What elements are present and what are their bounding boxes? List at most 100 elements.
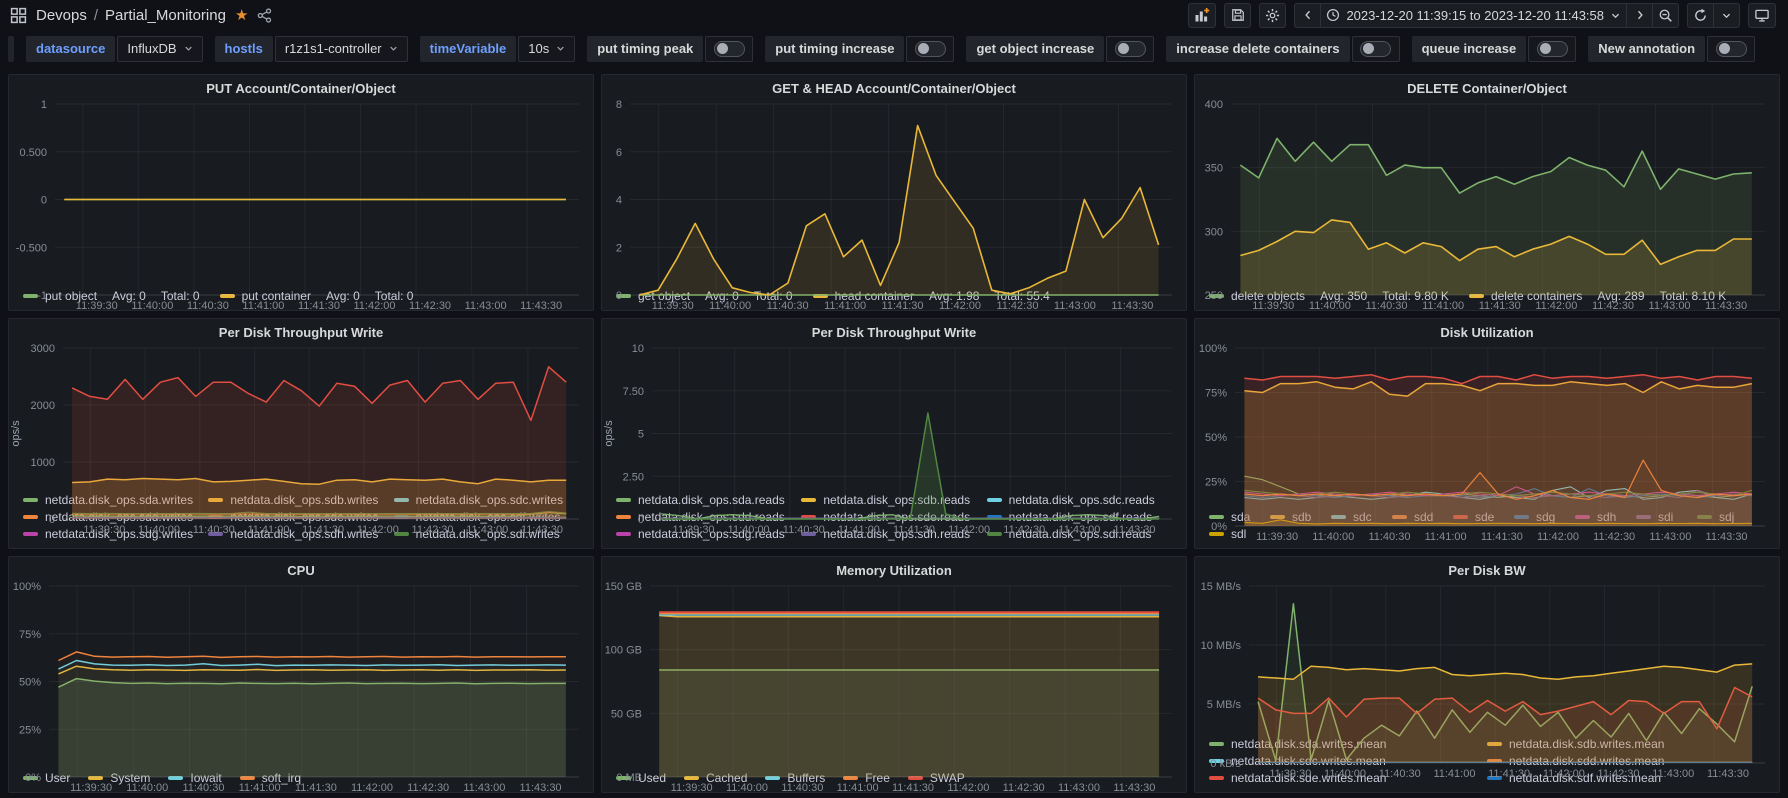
toggle-get-object-increase[interactable] [1106, 36, 1154, 62]
kiosk-mode-button[interactable] [1748, 3, 1776, 28]
y-axis-tick: 300 [1205, 226, 1223, 238]
breadcrumb: Devops / Partial_Monitoring [36, 7, 226, 24]
add-panel-button[interactable] [1188, 3, 1216, 28]
toggle-group-put-timing-increase: put timing increase [765, 36, 954, 62]
refresh-interval-button[interactable] [1713, 3, 1740, 28]
variable-value-dropdown-datasource[interactable]: InfluxDB [117, 36, 202, 62]
toggle-new-annotation[interactable] [1707, 36, 1755, 62]
x-axis-tick: 11:40:30 [767, 300, 809, 312]
y-axis-tick: 15 MB/s [1201, 581, 1242, 593]
panel-title[interactable]: Memory Utilization [602, 557, 1186, 578]
y-axis-tick: 7.50 [623, 386, 644, 398]
chart-area[interactable]: 100%75%50%25%0%11:39:3011:40:0011:40:301… [1195, 340, 1779, 509]
panel-title[interactable]: Per Disk Throughput Write [9, 319, 593, 340]
variable-value-dropdown-timevariable[interactable]: 10s [518, 36, 575, 62]
x-axis-tick: 11:43:00 [463, 782, 505, 794]
x-axis-tick: 11:39:30 [76, 300, 118, 312]
chart-area[interactable]: 300020001000011:39:3011:40:0011:40:3011:… [9, 340, 593, 492]
time-range-picker[interactable]: 2023-12-20 11:39:15 to 2023-12-20 11:43:… [1320, 3, 1627, 28]
share-icon[interactable] [257, 8, 272, 23]
breadcrumb-page[interactable]: Partial_Monitoring [105, 7, 226, 24]
chart-area[interactable]: 8642011:39:3011:40:0011:40:3011:41:0011:… [602, 96, 1186, 288]
panel-disk-utilization-5: Disk Utilization100%75%50%25%0%11:39:301… [1194, 318, 1780, 549]
save-dashboard-button[interactable] [1224, 3, 1251, 28]
y-axis-tick: 10 [632, 343, 644, 355]
y-axis-tick: 50% [19, 677, 41, 689]
time-range-back-button[interactable] [1294, 3, 1321, 28]
variable-label: hostls [215, 36, 273, 62]
panel-per-disk-throughput-write-4: Per Disk Throughput Write107.5052.50011:… [601, 318, 1187, 549]
y-axis-tick: 1000 [31, 457, 55, 469]
time-range-forward-button[interactable] [1626, 3, 1653, 28]
toggle-put-timing-increase[interactable] [906, 36, 954, 62]
toggle-put-timing-peak[interactable] [705, 36, 753, 62]
x-axis-tick: 11:43:30 [520, 782, 562, 794]
variable-datasource: datasourceInfluxDB [26, 36, 203, 62]
x-axis-tick: 11:42:30 [1003, 782, 1045, 794]
breadcrumb-dashboard[interactable]: Devops [36, 7, 87, 24]
time-range-label: 2023-12-20 11:39:15 to 2023-12-20 11:43:… [1346, 8, 1604, 23]
toggle-group-put-timing-peak: put timing peak [587, 36, 753, 62]
favorite-star-icon[interactable]: ★ [235, 8, 248, 23]
toggle-track [1716, 41, 1747, 57]
settings-gear-icon [1265, 8, 1280, 23]
kiosk-monitor-icon [1754, 8, 1770, 23]
x-axis-tick: 11:41:30 [1479, 300, 1521, 312]
toggle-increase-delete-containers[interactable] [1352, 36, 1400, 62]
zoom-out-button[interactable] [1652, 3, 1679, 28]
x-axis-tick: 11:43:00 [1058, 782, 1100, 794]
y-axis-tick: 150 GB [605, 581, 642, 593]
toggle-track [1360, 41, 1391, 57]
x-axis-tick: 11:42:00 [1537, 531, 1579, 543]
y-axis-tick: 25% [19, 724, 41, 736]
chart-area[interactable]: 150 GB100 GB50 GB0 MB11:39:3011:40:0011:… [602, 578, 1186, 770]
panel-title[interactable]: GET & HEAD Account/Container/Object [602, 75, 1186, 96]
x-axis-tick: 11:42:30 [1593, 531, 1635, 543]
x-axis-tick: 11:40:00 [1312, 531, 1354, 543]
y-axis-tick: 2000 [31, 400, 55, 412]
toggle-track [1537, 41, 1568, 57]
y-axis-tick: 4 [616, 195, 622, 207]
y-axis-tick: 100% [13, 581, 41, 593]
variable-value-dropdown-hostls[interactable]: r1z1s1-controller [275, 36, 408, 62]
x-axis-tick: 11:43:30 [1111, 300, 1153, 312]
apps-grid-icon[interactable] [10, 7, 27, 24]
x-axis-tick: 11:40:00 [726, 782, 768, 794]
toggle-label: queue increase [1412, 36, 1527, 62]
x-axis-tick: 11:41:00 [1422, 300, 1464, 312]
chart-svg: 107.5052.50011:39:3011:40:0011:40:3011:4… [602, 340, 1186, 537]
x-axis-tick: 11:42:30 [409, 300, 451, 312]
x-axis-tick: 11:42:30 [1598, 768, 1640, 780]
toggle-queue-increase[interactable] [1528, 36, 1576, 62]
x-axis-tick: 11:39:30 [652, 300, 694, 312]
panel-title[interactable]: Per Disk BW [1195, 557, 1779, 578]
panel-title[interactable]: Disk Utilization [1195, 319, 1779, 340]
y-axis-tick: 400 [1205, 99, 1223, 111]
y-axis-tick: 250 [1205, 290, 1223, 302]
dashboard-settings-button[interactable] [1259, 3, 1286, 28]
y-axis-unit-label: ops/s [603, 420, 615, 447]
x-axis-tick: 11:41:00 [242, 300, 284, 312]
toggle-label: increase delete containers [1166, 36, 1349, 62]
x-axis-tick: 11:43:30 [520, 300, 562, 312]
x-axis-tick: 11:43:30 [1706, 531, 1748, 543]
panel-title[interactable]: Per Disk Throughput Write [602, 319, 1186, 340]
chart-area[interactable]: 15 MB/s10 MB/s5 MB/s0 kB/s11:39:3011:40:… [1195, 578, 1779, 736]
panel-title[interactable]: CPU [9, 557, 593, 578]
x-axis-tick: 11:39:30 [1269, 768, 1311, 780]
chart-area[interactable]: 100%75%50%25%0%11:39:3011:40:0011:40:301… [9, 578, 593, 770]
chart-area[interactable]: 107.5052.50011:39:3011:40:0011:40:3011:4… [602, 340, 1186, 492]
x-axis-tick: 11:39:30 [83, 524, 125, 536]
y-axis-tick: 5 [638, 429, 644, 441]
y-axis-tick: 0 kB/s [1210, 758, 1241, 770]
refresh-button[interactable] [1687, 3, 1714, 28]
panel-title[interactable]: PUT Account/Container/Object [9, 75, 593, 96]
chart-area[interactable]: 40035030025011:39:3011:40:0011:40:3011:4… [1195, 96, 1779, 288]
panel-title[interactable]: DELETE Container/Object [1195, 75, 1779, 96]
chart-area[interactable]: 10.5000-0.500-111:39:3011:40:0011:40:301… [9, 96, 593, 288]
x-axis-tick: 11:43:00 [1649, 531, 1691, 543]
toggle-track [1115, 41, 1146, 57]
chevron-down-icon [389, 44, 398, 53]
x-axis-tick: 11:40:30 [1379, 768, 1421, 780]
x-axis-tick: 11:43:00 [465, 300, 507, 312]
